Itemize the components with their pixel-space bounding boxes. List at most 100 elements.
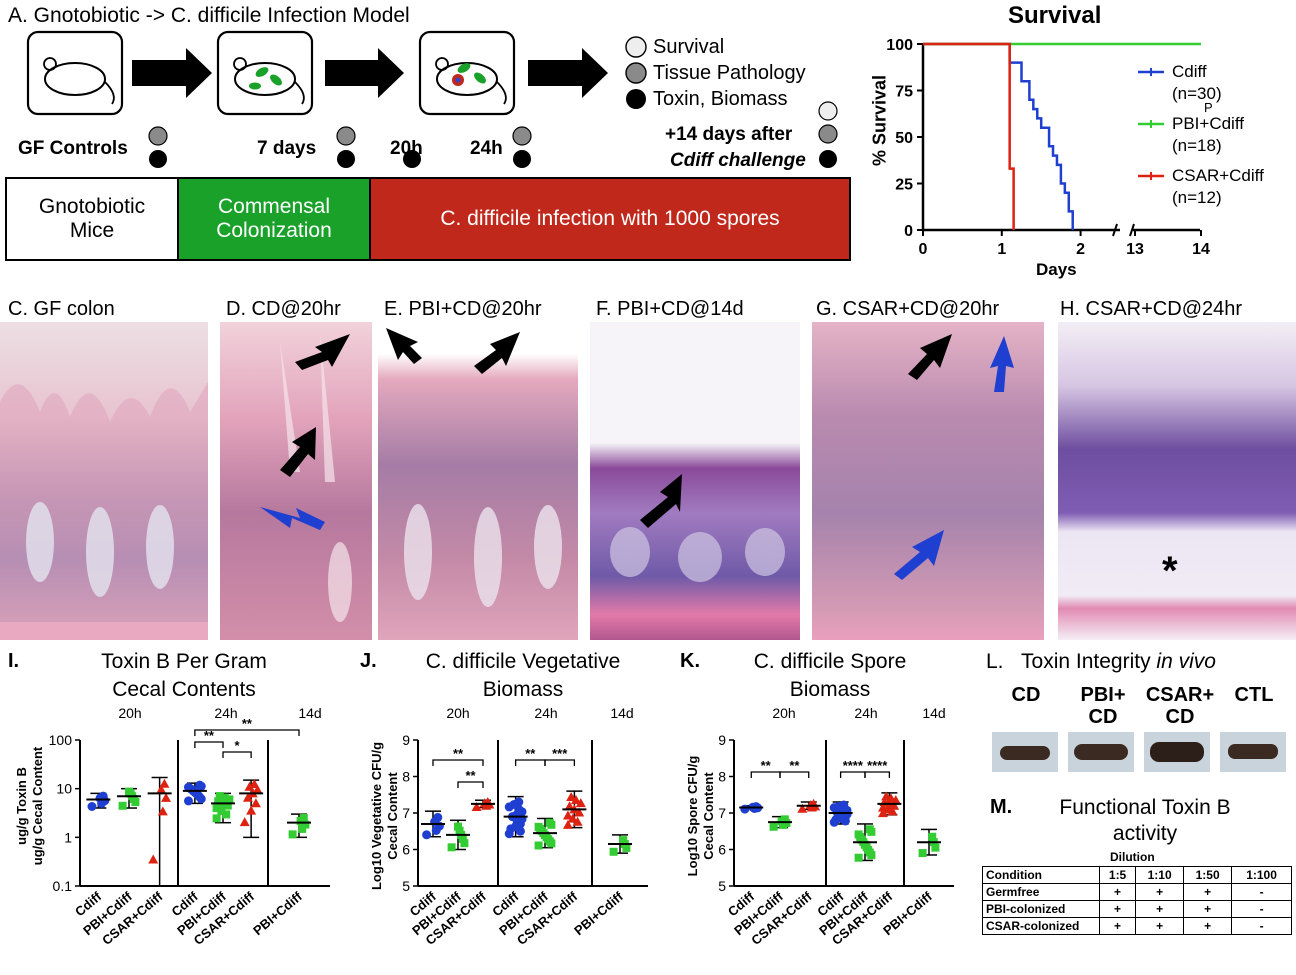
hist-label-g: G. CSAR+CD@20hr: [816, 298, 1000, 320]
significance-bracket: [779, 771, 810, 778]
panel-i-letter: I.: [8, 650, 20, 672]
dilution-label: Dilution: [1110, 850, 1155, 864]
data-point: [95, 793, 105, 803]
x-tick-label: PBI+Cdiff: [250, 888, 305, 938]
timepoint-challenge: Cdiff challenge: [670, 150, 806, 171]
significance-label: **: [242, 716, 253, 731]
data-point: [928, 832, 937, 841]
data-point: [574, 807, 585, 817]
group-label: 20h: [772, 705, 795, 721]
data-point: [447, 843, 456, 852]
y-tick-label: 5: [718, 878, 726, 894]
y-tick-label: 100: [49, 732, 73, 748]
y-tick-label: 5: [402, 878, 410, 894]
data-point: [545, 818, 554, 827]
data-point: [506, 824, 516, 834]
data-point: [931, 843, 940, 852]
panel-l-title: L. Toxin Integrity in vivo: [986, 650, 1216, 673]
histology-image-c: [0, 322, 208, 640]
legend-csar: CSAR+Cdiff: [1172, 166, 1264, 185]
lane-label-csar: CSAR+ CD: [1145, 684, 1215, 728]
data-point: [455, 826, 464, 835]
flow-arrow-2: [325, 48, 404, 98]
panel-a-title: A. Gnotobiotic -> C. difficile Infection…: [8, 4, 410, 27]
survival-line-csarcdiff: [923, 42, 1015, 230]
blue-arrow-icon: [990, 336, 1014, 392]
panel-m-title1: Functional Toxin B: [1059, 796, 1231, 819]
y-tick-label: 75: [895, 84, 913, 101]
stage-infection: C. difficile infection with 1000 spores: [371, 179, 849, 259]
data-point: [246, 805, 257, 815]
data-point: [244, 781, 255, 791]
data-point: [797, 803, 808, 813]
data-point: [296, 816, 305, 825]
data-point: [460, 839, 469, 848]
y-tick-label: 8: [402, 769, 410, 785]
significance-label: **: [525, 746, 536, 761]
group-label: 14d: [298, 705, 321, 721]
black-arrow-icon: [386, 328, 422, 364]
data-point: [567, 813, 578, 823]
y-tick-label: 10: [56, 781, 72, 797]
significance-label: **: [789, 758, 800, 773]
legend-cdiff: Cdiff: [1172, 62, 1207, 81]
y-tick-label: 7: [402, 805, 410, 821]
data-point: [214, 797, 223, 806]
significance-bracket: [432, 759, 484, 766]
significance-label: **: [465, 768, 476, 783]
panel-k-title2: Biomass: [789, 678, 871, 701]
data-point: [454, 822, 462, 831]
data-point: [854, 830, 863, 839]
data-point: [422, 830, 432, 840]
y-tick-label: 8: [718, 769, 726, 785]
lane-label-cd: CD: [1011, 684, 1041, 706]
data-point: [619, 836, 628, 845]
black-arrow-icon: [908, 334, 952, 380]
data-point: [829, 803, 839, 813]
data-point: [562, 819, 573, 829]
x-tick-label: 1: [997, 241, 1006, 258]
legend-stray: P: [1204, 100, 1213, 115]
data-point: [564, 801, 575, 811]
data-point: [512, 817, 522, 827]
data-point: [183, 796, 193, 806]
y-tick-label: 0: [904, 223, 913, 240]
x-tick-label: 14: [1192, 241, 1210, 258]
histology-image-d: [220, 322, 372, 640]
hist-label-f: F. PBI+CD@14d: [596, 298, 744, 320]
data-point: [223, 801, 232, 810]
flow-arrow-3: [528, 48, 608, 98]
timepoint-14days: +14 days after: [665, 124, 793, 145]
x-tick-label: 0: [919, 241, 928, 258]
group-label: 24h: [214, 705, 237, 721]
panel-j-letter: J.: [360, 650, 377, 672]
data-point: [431, 825, 441, 835]
significance-bracket: [864, 771, 891, 778]
stage-bar: Gnotobiotic Mice Commensal Colonization …: [5, 177, 851, 261]
data-point: [534, 822, 543, 831]
significance-bracket: [544, 759, 576, 766]
y-tick-label: 50: [895, 130, 913, 147]
timepoint-7days: 7 days: [257, 138, 317, 159]
data-point: [854, 853, 863, 862]
data-point: [118, 801, 127, 810]
data-point: [918, 849, 927, 858]
asterisk-icon: *: [1162, 549, 1178, 593]
survival-line-cdiff: [923, 42, 1074, 230]
stage-commensal: Commensal Colonization: [179, 179, 371, 259]
black-arrow-icon: [640, 474, 682, 528]
significance-label: ****: [867, 758, 888, 773]
data-point: [157, 806, 168, 816]
data-point: [534, 841, 543, 850]
data-point: [249, 779, 260, 789]
y-tick-label: 0.1: [53, 878, 73, 894]
group-label: 20h: [118, 705, 141, 721]
significance-label: **: [204, 728, 215, 743]
data-point: [504, 802, 514, 812]
flow-arrow-1: [132, 48, 212, 98]
timepoint-24h: 24h: [470, 138, 503, 159]
stage-gnotobiotic: Gnotobiotic Mice: [7, 179, 179, 259]
timepoint-20h: 20h: [390, 138, 423, 159]
data-point: [239, 817, 250, 827]
